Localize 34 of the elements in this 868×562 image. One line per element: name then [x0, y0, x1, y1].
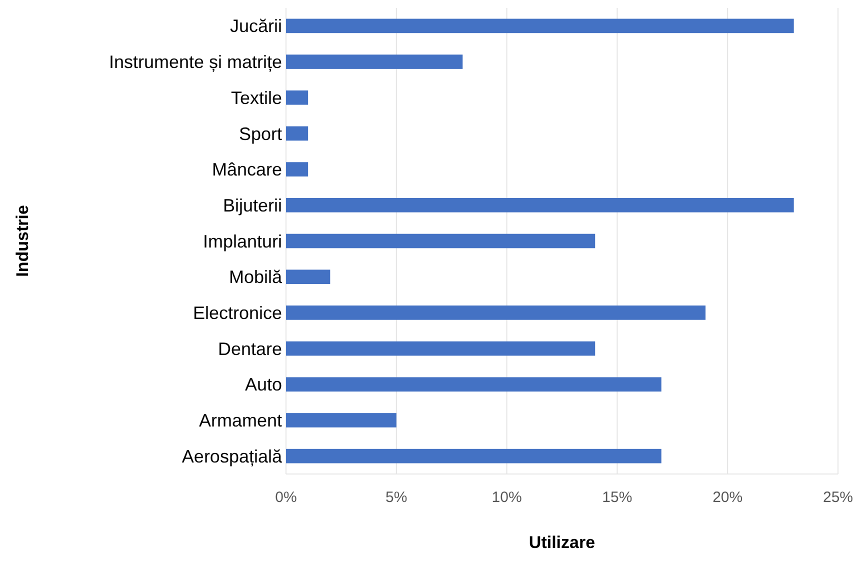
y-axis-title: Industrie	[13, 205, 32, 277]
bar	[286, 341, 596, 356]
x-tick-label: 20%	[712, 489, 743, 506]
y-tick-label: Mobilă	[228, 267, 283, 288]
y-tick-label: Dentare	[218, 338, 282, 359]
y-tick-label: Implanturi	[202, 231, 282, 252]
x-axis-title: Utilizare	[528, 533, 596, 552]
bar	[286, 198, 794, 212]
bar	[286, 54, 463, 69]
bar	[286, 270, 330, 284]
bar	[286, 377, 662, 392]
bar	[286, 90, 308, 105]
y-tick-label: Mâncare	[212, 160, 282, 180]
x-tick-label: 5%	[386, 489, 408, 506]
bar	[286, 162, 308, 176]
y-tick-label: Auto	[244, 374, 282, 395]
y-tick-label: Textile	[230, 88, 282, 108]
bar	[286, 306, 706, 320]
y-tick-label: Instrumente și matrițe	[108, 52, 282, 72]
y-tick-label: Aerospațială	[182, 446, 283, 466]
bar	[286, 413, 396, 428]
x-tick-label: 10%	[492, 489, 522, 506]
x-tick-label: 15%	[602, 489, 632, 506]
y-tick-label: Electronice	[192, 302, 282, 323]
y-tick-label: Armament	[198, 410, 282, 431]
bar	[286, 448, 662, 464]
x-tick-label: 0%	[275, 489, 297, 506]
bar	[286, 18, 794, 34]
y-tick-label: Sport	[238, 124, 282, 144]
y-tick-label: Jucării	[230, 16, 282, 36]
bar	[286, 234, 596, 248]
x-tick-label: 25%	[822, 489, 854, 506]
y-tick-label: Bijuterii	[222, 195, 282, 216]
bar	[286, 126, 308, 141]
